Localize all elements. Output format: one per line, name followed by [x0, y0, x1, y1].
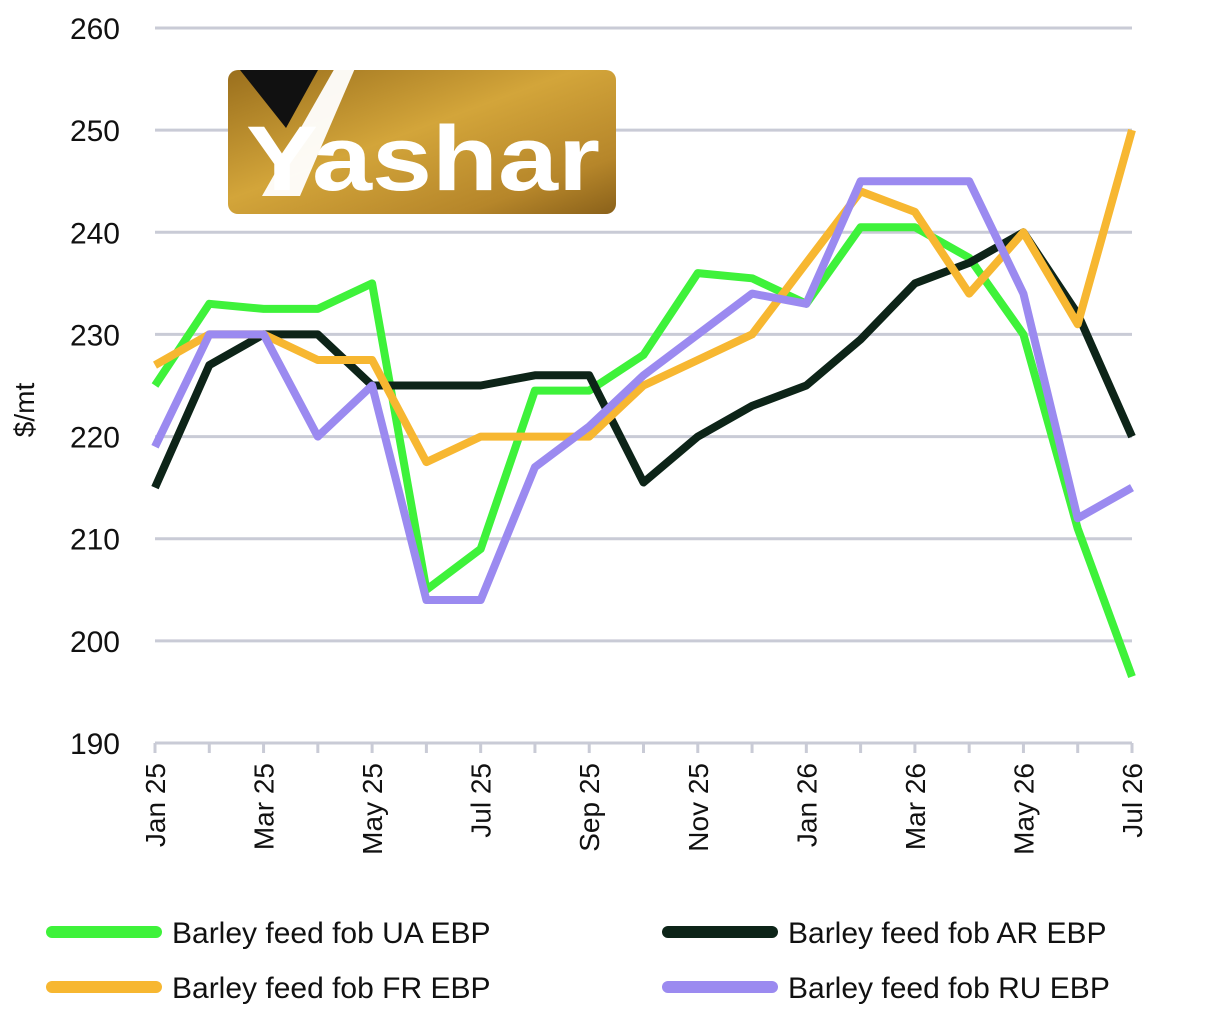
y-axis-label: $/mt — [9, 383, 40, 438]
y-tick-label: 200 — [70, 626, 120, 659]
y-tick-label: 260 — [70, 13, 120, 46]
legend-label-0: Barley feed fob UA EBP — [172, 917, 491, 950]
legend: Barley feed fob UA EBP Barley feed fob AR… — [46, 917, 1110, 1005]
x-tick-label: Jan 26 — [791, 763, 822, 847]
y-tick-label: 190 — [70, 728, 120, 761]
legend-label-3: Barley feed fob RU EBP — [788, 972, 1110, 1005]
series-line-3 — [151, 177, 1134, 604]
x-tick-label: May 26 — [1008, 763, 1039, 855]
yashar-logo: Yashar — [228, 52, 616, 214]
y-axis-ticks: 190 200 210 220 230 240 250 260 — [70, 13, 120, 761]
legend-label-1: Barley feed fob AR EBP — [788, 917, 1107, 950]
y-tick-label: 250 — [70, 115, 120, 148]
y-tick-label: 210 — [70, 524, 120, 557]
series-lines — [151, 129, 1136, 678]
logo-text: Yashar — [246, 108, 600, 210]
x-tick-label: Jul 26 — [1117, 763, 1148, 838]
x-axis: Jan 25 Mar 25 May 25 Jul 25 Sep 25 Nov 25 Jan … — [140, 741, 1148, 855]
x-tick-label: Mar 26 — [900, 763, 931, 850]
logo-accent-triangle — [240, 70, 318, 128]
x-tick-label: Sep 25 — [574, 763, 605, 852]
y-tick-label: 220 — [70, 422, 120, 455]
x-tick-label: May 25 — [357, 763, 388, 855]
y-tick-label: 230 — [70, 319, 120, 352]
x-tick-label: Jan 25 — [140, 763, 171, 847]
x-tick-label: Jul 25 — [466, 763, 497, 838]
y-tick-label: 240 — [70, 217, 120, 250]
series-line-1 — [151, 228, 1136, 490]
x-tick-label: Mar 25 — [249, 763, 280, 850]
series-line-0 — [151, 223, 1136, 678]
legend-label-2: Barley feed fob FR EBP — [172, 972, 491, 1005]
x-tick-label: Nov 25 — [683, 763, 714, 852]
series-line-2 — [153, 129, 1136, 467]
logo-accent-stroke — [262, 52, 362, 196]
